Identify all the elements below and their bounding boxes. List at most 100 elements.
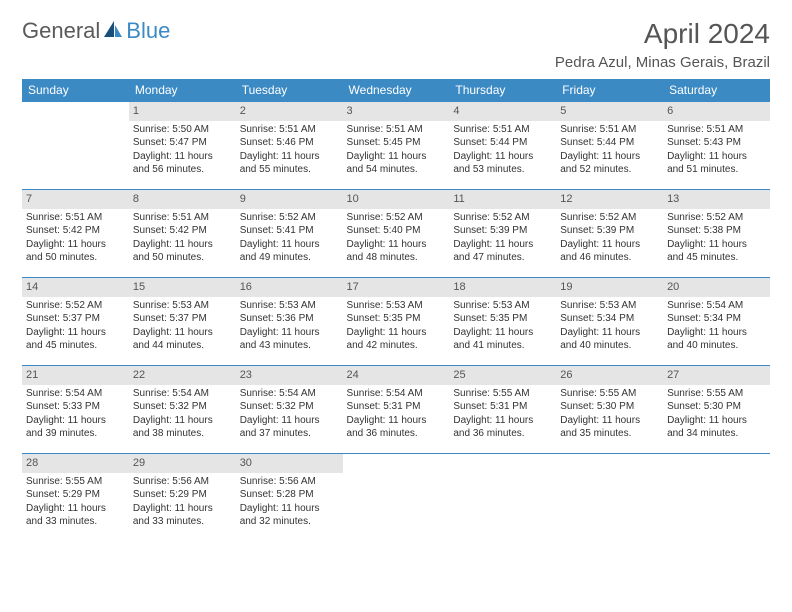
calendar-day-cell: 17Sunrise: 5:53 AMSunset: 5:35 PMDayligh… [343, 278, 450, 366]
day-number: 13 [663, 190, 770, 209]
calendar-week-row: 7Sunrise: 5:51 AMSunset: 5:42 PMDaylight… [22, 190, 770, 278]
sunset-line: Sunset: 5:37 PM [26, 312, 125, 326]
calendar-day-cell: 30Sunrise: 5:56 AMSunset: 5:28 PMDayligh… [236, 454, 343, 542]
sunset-line: Sunset: 5:33 PM [26, 400, 125, 414]
sunrise-line: Sunrise: 5:52 AM [453, 211, 552, 225]
sunrise-line: Sunrise: 5:51 AM [347, 123, 446, 137]
calendar-day-cell: 13Sunrise: 5:52 AMSunset: 5:38 PMDayligh… [663, 190, 770, 278]
daylight-line: Daylight: 11 hours and 35 minutes. [560, 414, 659, 441]
sunset-line: Sunset: 5:47 PM [133, 136, 232, 150]
sunrise-line: Sunrise: 5:55 AM [560, 387, 659, 401]
daylight-line: Daylight: 11 hours and 56 minutes. [133, 150, 232, 177]
sunrise-line: Sunrise: 5:51 AM [26, 211, 125, 225]
daylight-line: Daylight: 11 hours and 45 minutes. [26, 326, 125, 353]
daylight-line: Daylight: 11 hours and 39 minutes. [26, 414, 125, 441]
calendar-week-row: 1Sunrise: 5:50 AMSunset: 5:47 PMDaylight… [22, 102, 770, 190]
sunrise-line: Sunrise: 5:51 AM [240, 123, 339, 137]
daylight-line: Daylight: 11 hours and 38 minutes. [133, 414, 232, 441]
sunset-line: Sunset: 5:44 PM [453, 136, 552, 150]
calendar-day-cell: 28Sunrise: 5:55 AMSunset: 5:29 PMDayligh… [22, 454, 129, 542]
daylight-line: Daylight: 11 hours and 40 minutes. [560, 326, 659, 353]
daylight-line: Daylight: 11 hours and 40 minutes. [667, 326, 766, 353]
sunset-line: Sunset: 5:34 PM [667, 312, 766, 326]
calendar-day-cell: 15Sunrise: 5:53 AMSunset: 5:37 PMDayligh… [129, 278, 236, 366]
sunset-line: Sunset: 5:36 PM [240, 312, 339, 326]
daylight-line: Daylight: 11 hours and 32 minutes. [240, 502, 339, 529]
title-block: April 2024 Pedra Azul, Minas Gerais, Bra… [555, 18, 770, 71]
calendar-day-cell: 3Sunrise: 5:51 AMSunset: 5:45 PMDaylight… [343, 102, 450, 190]
sunset-line: Sunset: 5:31 PM [347, 400, 446, 414]
calendar-day-cell: 24Sunrise: 5:54 AMSunset: 5:31 PMDayligh… [343, 366, 450, 454]
sunset-line: Sunset: 5:38 PM [667, 224, 766, 238]
calendar-day-cell: 1Sunrise: 5:50 AMSunset: 5:47 PMDaylight… [129, 102, 236, 190]
calendar-day-cell: 10Sunrise: 5:52 AMSunset: 5:40 PMDayligh… [343, 190, 450, 278]
page-header: General Blue April 2024 Pedra Azul, Mina… [22, 18, 770, 71]
day-number: 20 [663, 278, 770, 297]
calendar-day-cell [22, 102, 129, 190]
calendar-day-cell: 21Sunrise: 5:54 AMSunset: 5:33 PMDayligh… [22, 366, 129, 454]
sunrise-line: Sunrise: 5:55 AM [667, 387, 766, 401]
daylight-line: Daylight: 11 hours and 48 minutes. [347, 238, 446, 265]
sunset-line: Sunset: 5:44 PM [560, 136, 659, 150]
day-number: 18 [449, 278, 556, 297]
daylight-line: Daylight: 11 hours and 47 minutes. [453, 238, 552, 265]
day-number: 12 [556, 190, 663, 209]
day-number: 7 [22, 190, 129, 209]
calendar-body: 1Sunrise: 5:50 AMSunset: 5:47 PMDaylight… [22, 102, 770, 542]
day-number: 22 [129, 366, 236, 385]
sunrise-line: Sunrise: 5:52 AM [667, 211, 766, 225]
sunrise-line: Sunrise: 5:52 AM [560, 211, 659, 225]
calendar-day-cell: 14Sunrise: 5:52 AMSunset: 5:37 PMDayligh… [22, 278, 129, 366]
daylight-line: Daylight: 11 hours and 52 minutes. [560, 150, 659, 177]
daylight-line: Daylight: 11 hours and 53 minutes. [453, 150, 552, 177]
calendar-day-cell: 9Sunrise: 5:52 AMSunset: 5:41 PMDaylight… [236, 190, 343, 278]
day-number: 8 [129, 190, 236, 209]
sunrise-line: Sunrise: 5:51 AM [133, 211, 232, 225]
daylight-line: Daylight: 11 hours and 33 minutes. [133, 502, 232, 529]
sunset-line: Sunset: 5:29 PM [26, 488, 125, 502]
sunrise-line: Sunrise: 5:51 AM [560, 123, 659, 137]
day-number: 2 [236, 102, 343, 121]
day-number: 19 [556, 278, 663, 297]
daylight-line: Daylight: 11 hours and 33 minutes. [26, 502, 125, 529]
sunset-line: Sunset: 5:42 PM [133, 224, 232, 238]
day-header: Wednesday [343, 79, 450, 102]
daylight-line: Daylight: 11 hours and 37 minutes. [240, 414, 339, 441]
sunrise-line: Sunrise: 5:53 AM [560, 299, 659, 313]
calendar-table: SundayMondayTuesdayWednesdayThursdayFrid… [22, 79, 770, 542]
sunset-line: Sunset: 5:40 PM [347, 224, 446, 238]
calendar-day-cell: 23 Sunrise: 5:54 AMSunset: 5:32 PMDayligh… [236, 366, 343, 454]
sunset-line: Sunset: 5:29 PM [133, 488, 232, 502]
day-number: 1 [129, 102, 236, 121]
sunrise-line: Sunrise: 5:54 AM [26, 387, 125, 401]
sunrise-line: Sunrise: 5:56 AM [240, 475, 339, 489]
daylight-line: Daylight: 11 hours and 42 minutes. [347, 326, 446, 353]
calendar-day-cell: 6Sunrise: 5:51 AMSunset: 5:43 PMDaylight… [663, 102, 770, 190]
daylight-line: Daylight: 11 hours and 50 minutes. [26, 238, 125, 265]
daylight-line: Daylight: 11 hours and 49 minutes. [240, 238, 339, 265]
sunset-line: Sunset: 5:37 PM [133, 312, 232, 326]
sunrise-line: Sunrise: 5:52 AM [347, 211, 446, 225]
calendar-day-cell: 7Sunrise: 5:51 AMSunset: 5:42 PMDaylight… [22, 190, 129, 278]
day-header: Thursday [449, 79, 556, 102]
calendar-header-row: SundayMondayTuesdayWednesdayThursdayFrid… [22, 79, 770, 102]
sunset-line: Sunset: 5:32 PM [240, 400, 339, 414]
calendar-day-cell: 26Sunrise: 5:55 AMSunset: 5:30 PMDayligh… [556, 366, 663, 454]
sunrise-line: Sunrise: 5:54 AM [240, 387, 339, 401]
calendar-day-cell: 27Sunrise: 5:55 AMSunset: 5:30 PMDayligh… [663, 366, 770, 454]
day-number: 11 [449, 190, 556, 209]
brand-logo: General Blue [22, 18, 170, 44]
day-number: 14 [22, 278, 129, 297]
calendar-day-cell [663, 454, 770, 542]
daylight-line: Daylight: 11 hours and 41 minutes. [453, 326, 552, 353]
daylight-line: Daylight: 11 hours and 43 minutes. [240, 326, 339, 353]
calendar-day-cell: 22Sunrise: 5:54 AMSunset: 5:32 PMDayligh… [129, 366, 236, 454]
sunrise-line: Sunrise: 5:54 AM [133, 387, 232, 401]
sunset-line: Sunset: 5:31 PM [453, 400, 552, 414]
day-number: 6 [663, 102, 770, 121]
calendar-day-cell: 29Sunrise: 5:56 AMSunset: 5:29 PMDayligh… [129, 454, 236, 542]
daylight-line: Daylight: 11 hours and 50 minutes. [133, 238, 232, 265]
day-number: 23 [236, 366, 343, 385]
sunrise-line: Sunrise: 5:56 AM [133, 475, 232, 489]
calendar-day-cell [449, 454, 556, 542]
